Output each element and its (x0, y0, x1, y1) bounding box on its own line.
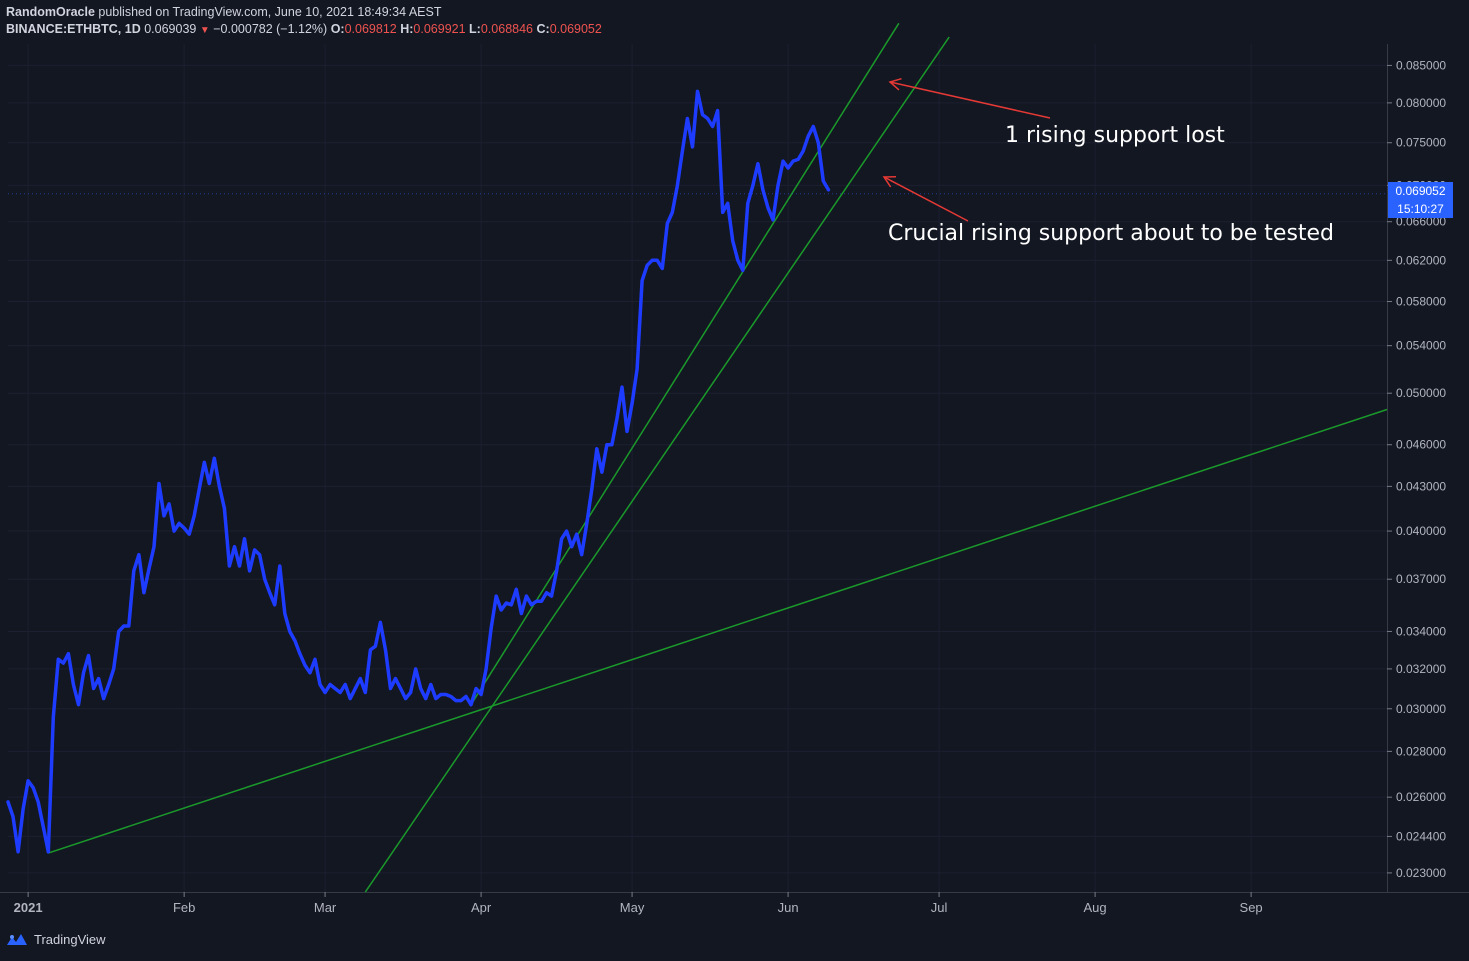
x-tick-label: May (620, 900, 645, 915)
y-tick-label: 0.032000 (1396, 662, 1446, 676)
annotation-support-lost[interactable]: 1 rising support lost (1005, 123, 1225, 148)
y-tick-label: 0.043000 (1396, 479, 1446, 493)
y-tick-label: 0.075000 (1396, 136, 1446, 150)
price-series[interactable] (6, 89, 1387, 854)
x-tick-label: Jul (931, 900, 948, 915)
x-tick-label: Sep (1240, 900, 1263, 915)
y-tick-label: 0.080000 (1396, 96, 1446, 110)
low-value: 0.068846 (480, 22, 533, 36)
arrow-support-test-head[interactable] (882, 176, 897, 188)
y-tick-label: 0.028000 (1396, 744, 1446, 758)
x-tick-label: Mar (314, 900, 337, 915)
chart-axes (0, 44, 1469, 897)
chart-grid (8, 44, 1387, 892)
trendline-3[interactable] (364, 36, 950, 893)
close-label: C: (536, 22, 550, 36)
trendlines[interactable] (48, 22, 1388, 893)
high-label: H: (400, 22, 414, 36)
trendline-1[interactable] (48, 408, 1388, 854)
x-tick-label: 2021 (14, 900, 43, 915)
price-line[interactable] (6, 89, 831, 854)
chart-header: RandomOracle published on TradingView.co… (6, 4, 602, 39)
y-tick-label: 0.026000 (1396, 790, 1446, 804)
x-tick-label: Feb (173, 900, 195, 915)
footer: TradingView (6, 932, 106, 947)
open-value: 0.069812 (344, 22, 397, 36)
symbol-label: BINANCE:ETHBTC, 1D (6, 22, 141, 36)
y-tick-label: 0.037000 (1396, 572, 1446, 586)
y-tick-label: 0.058000 (1396, 295, 1446, 309)
last-price-tag: 0.069052 15:10:27 (1388, 182, 1453, 218)
high-value: 0.069921 (413, 22, 466, 36)
x-tick-label: Apr (471, 900, 492, 915)
trendline-2[interactable] (470, 22, 900, 706)
arrow-support-test[interactable] (883, 176, 969, 222)
y-tick-label: 0.054000 (1396, 339, 1446, 353)
down-arrow-icon: ▼ (199, 25, 210, 36)
author-name[interactable]: RandomOracle (6, 5, 95, 19)
y-tick-label: 0.030000 (1396, 702, 1446, 716)
x-tick-label: Aug (1084, 900, 1107, 915)
annotations[interactable]: 1 rising support lost Crucial rising supp… (882, 77, 1334, 246)
y-tick-label: 0.050000 (1396, 386, 1446, 400)
last-price: 0.069039 (144, 22, 197, 36)
open-label: O: (330, 22, 345, 36)
close-value: 0.069052 (549, 22, 602, 36)
price-change: −0.000782 (−1.12%) (213, 22, 328, 36)
x-axis-labels: 2021 Feb Mar Apr May Jun Jul Aug Sep (14, 900, 1263, 915)
y-tick-label: 0.085000 (1396, 58, 1446, 72)
y-tick-label: 0.066000 (1396, 215, 1446, 229)
arrow-support-lost-head[interactable] (888, 77, 902, 91)
annotation-support-test[interactable]: Crucial rising support about to be teste… (888, 221, 1334, 246)
y-tick-label: 0.040000 (1396, 524, 1446, 538)
y-tick-label: 0.034000 (1396, 624, 1446, 638)
low-label: L: (469, 22, 481, 36)
tradingview-logo-icon[interactable] (6, 933, 28, 947)
y-axis-labels: 0.0850000.0800000.0750000.0700000.066000… (1396, 58, 1446, 879)
y-tick-label: 0.062000 (1396, 253, 1446, 267)
y-tick-label: 0.046000 (1396, 438, 1446, 452)
x-tick-label: Jun (778, 900, 799, 915)
publish-line: RandomOracle published on TradingView.co… (6, 4, 602, 21)
ohlc-line: BINANCE:ETHBTC, 1D 0.069039 ▼ −0.000782 … (6, 21, 602, 39)
footer-brand[interactable]: TradingView (34, 932, 106, 947)
last-price-tag-value: 0.069052 (1395, 184, 1446, 198)
y-tick-label: 0.023000 (1396, 866, 1446, 880)
y-tick-label: 0.024400 (1396, 829, 1446, 843)
arrow-support-lost[interactable] (889, 81, 1051, 119)
published-info: published on TradingView.com, June 10, 2… (98, 5, 442, 19)
bar-countdown: 15:10:27 (1397, 202, 1444, 216)
